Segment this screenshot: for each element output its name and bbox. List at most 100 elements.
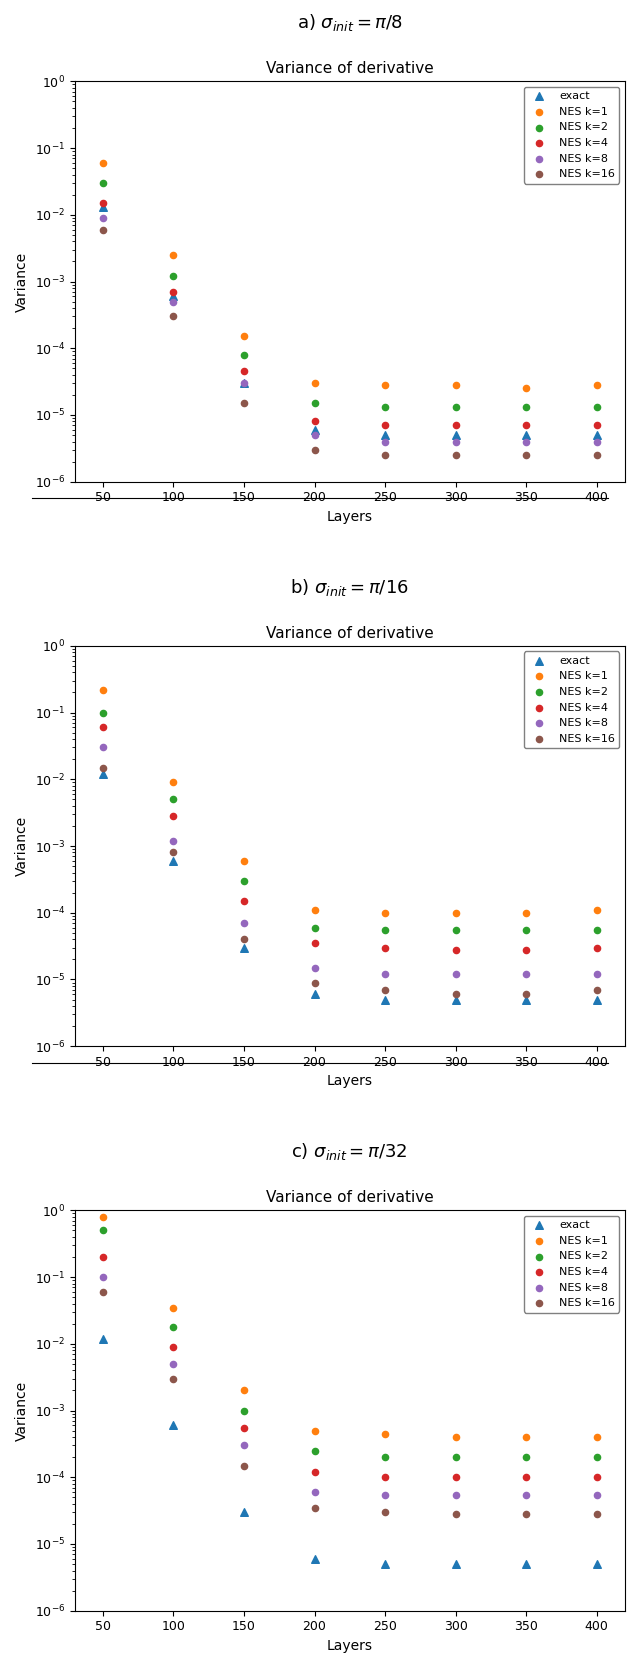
NES k=16 — [239, 926, 249, 952]
NES k=16 — [309, 437, 319, 464]
NES k=4 — [380, 1465, 390, 1491]
NES k=2 — [380, 917, 390, 944]
NES k=8 — [98, 205, 108, 232]
NES k=2 — [521, 394, 531, 420]
NES k=1 — [591, 372, 602, 399]
NES k=2 — [98, 699, 108, 726]
NES k=8 — [168, 289, 179, 315]
exact — [451, 1551, 461, 1578]
NES k=1 — [380, 899, 390, 926]
NES k=1 — [380, 1421, 390, 1448]
NES k=16 — [168, 304, 179, 330]
exact — [98, 1324, 108, 1351]
NES k=16 — [98, 754, 108, 781]
NES k=2 — [168, 264, 179, 290]
NES k=2 — [591, 917, 602, 944]
NES k=2 — [168, 1313, 179, 1339]
Text: c) $\sigma_{init} = \pi/32$: c) $\sigma_{init} = \pi/32$ — [291, 1141, 408, 1163]
Y-axis label: Variance: Variance — [15, 252, 29, 312]
NES k=8 — [309, 422, 319, 449]
exact — [239, 1500, 249, 1526]
NES k=2 — [591, 1444, 602, 1471]
NES k=8 — [380, 429, 390, 455]
exact — [591, 1551, 602, 1578]
NES k=16 — [309, 969, 319, 996]
NES k=4 — [451, 936, 461, 962]
exact — [309, 1546, 319, 1573]
NES k=1 — [451, 899, 461, 926]
NES k=1 — [98, 677, 108, 704]
NES k=4 — [521, 1465, 531, 1491]
exact — [168, 847, 179, 874]
NES k=4 — [380, 934, 390, 961]
NES k=16 — [451, 442, 461, 469]
NES k=8 — [168, 1351, 179, 1378]
NES k=2 — [309, 914, 319, 941]
exact — [380, 1551, 390, 1578]
NES k=4 — [309, 929, 319, 956]
exact — [98, 761, 108, 787]
exact — [591, 422, 602, 449]
NES k=2 — [98, 170, 108, 197]
NES k=4 — [521, 412, 531, 439]
NES k=1 — [591, 897, 602, 924]
Legend: exact, NES k=1, NES k=2, NES k=4, NES k=8, NES k=16: exact, NES k=1, NES k=2, NES k=4, NES k=… — [524, 652, 620, 747]
NES k=1 — [309, 897, 319, 924]
NES k=16 — [239, 1453, 249, 1480]
X-axis label: Layers: Layers — [327, 510, 373, 524]
NES k=1 — [521, 1424, 531, 1451]
NES k=4 — [168, 1333, 179, 1359]
NES k=8 — [98, 734, 108, 761]
exact — [521, 1551, 531, 1578]
NES k=16 — [168, 839, 179, 866]
NES k=4 — [98, 190, 108, 217]
NES k=8 — [521, 1481, 531, 1508]
exact — [168, 1413, 179, 1439]
NES k=8 — [591, 961, 602, 987]
NES k=4 — [98, 714, 108, 741]
NES k=8 — [521, 429, 531, 455]
exact — [591, 986, 602, 1012]
NES k=1 — [309, 370, 319, 397]
NES k=2 — [521, 1444, 531, 1471]
NES k=16 — [591, 976, 602, 1002]
NES k=8 — [451, 429, 461, 455]
Text: a) $\sigma_{init} = \pi/8$: a) $\sigma_{init} = \pi/8$ — [297, 12, 403, 33]
NES k=4 — [309, 1458, 319, 1485]
NES k=8 — [239, 909, 249, 936]
NES k=2 — [309, 1438, 319, 1465]
NES k=2 — [239, 342, 249, 369]
NES k=16 — [98, 1279, 108, 1306]
NES k=8 — [309, 954, 319, 981]
NES k=2 — [239, 867, 249, 894]
exact — [98, 193, 108, 220]
NES k=4 — [591, 934, 602, 961]
NES k=4 — [98, 1244, 108, 1271]
NES k=16 — [239, 390, 249, 417]
Text: b) $\sigma_{init} = \pi/16$: b) $\sigma_{init} = \pi/16$ — [291, 577, 409, 597]
NES k=1 — [239, 847, 249, 874]
NES k=8 — [591, 429, 602, 455]
NES k=16 — [521, 1501, 531, 1528]
Legend: exact, NES k=1, NES k=2, NES k=4, NES k=8, NES k=16: exact, NES k=1, NES k=2, NES k=4, NES k=… — [524, 1216, 620, 1313]
NES k=2 — [451, 1444, 461, 1471]
NES k=16 — [521, 442, 531, 469]
NES k=2 — [451, 917, 461, 944]
NES k=16 — [451, 981, 461, 1007]
NES k=1 — [521, 899, 531, 926]
NES k=4 — [239, 359, 249, 385]
NES k=1 — [591, 1424, 602, 1451]
NES k=2 — [380, 394, 390, 420]
NES k=16 — [451, 1501, 461, 1528]
NES k=8 — [309, 1480, 319, 1506]
NES k=2 — [521, 917, 531, 944]
NES k=16 — [591, 442, 602, 469]
NES k=1 — [309, 1418, 319, 1444]
NES k=8 — [239, 1433, 249, 1460]
exact — [168, 284, 179, 310]
NES k=8 — [451, 961, 461, 987]
NES k=8 — [98, 1264, 108, 1291]
NES k=16 — [98, 217, 108, 244]
NES k=4 — [239, 887, 249, 914]
NES k=1 — [168, 1294, 179, 1321]
